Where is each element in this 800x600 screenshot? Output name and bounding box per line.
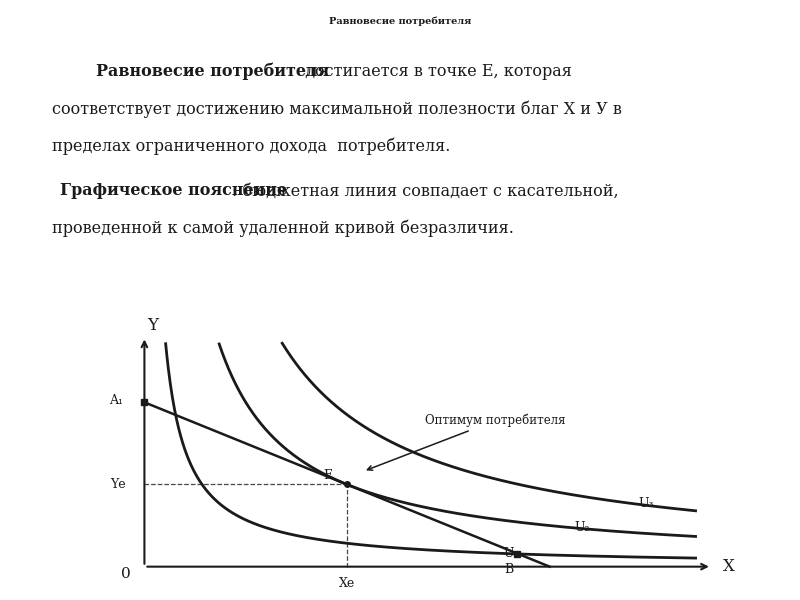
- Text: соответствует достижению максимальной полезности благ Х и У в: соответствует достижению максимальной по…: [52, 100, 622, 118]
- Text: Равновесие потребителя: Равновесие потребителя: [96, 63, 329, 80]
- Text: 0: 0: [121, 568, 130, 581]
- Text: X: X: [722, 558, 734, 575]
- Text: U₁: U₁: [504, 547, 519, 560]
- Text: Yе: Yе: [110, 478, 126, 491]
- Text: : бюджетная линия совпадает с касательной,: : бюджетная линия совпадает с касательно…: [232, 182, 618, 199]
- Text: проведенной к самой удаленной кривой безразличия.: проведенной к самой удаленной кривой без…: [52, 220, 514, 237]
- Text: A₁: A₁: [109, 394, 123, 407]
- Text: Оптимум потребителя: Оптимум потребителя: [367, 414, 566, 470]
- Text: Графическое пояснение: Графическое пояснение: [60, 182, 287, 199]
- Text: достигается в точке Е, которая: достигается в точке Е, которая: [300, 63, 572, 80]
- Text: B: B: [505, 563, 514, 577]
- Text: Равновесие потребителя: Равновесие потребителя: [329, 17, 471, 26]
- Text: пределах ограниченного дохода  потребителя.: пределах ограниченного дохода потребител…: [52, 137, 450, 155]
- Text: E: E: [323, 469, 333, 482]
- Text: Xе: Xе: [339, 577, 355, 590]
- Text: U₂: U₂: [574, 521, 590, 533]
- Text: Y: Y: [147, 317, 158, 334]
- Text: U₃: U₃: [639, 497, 654, 510]
